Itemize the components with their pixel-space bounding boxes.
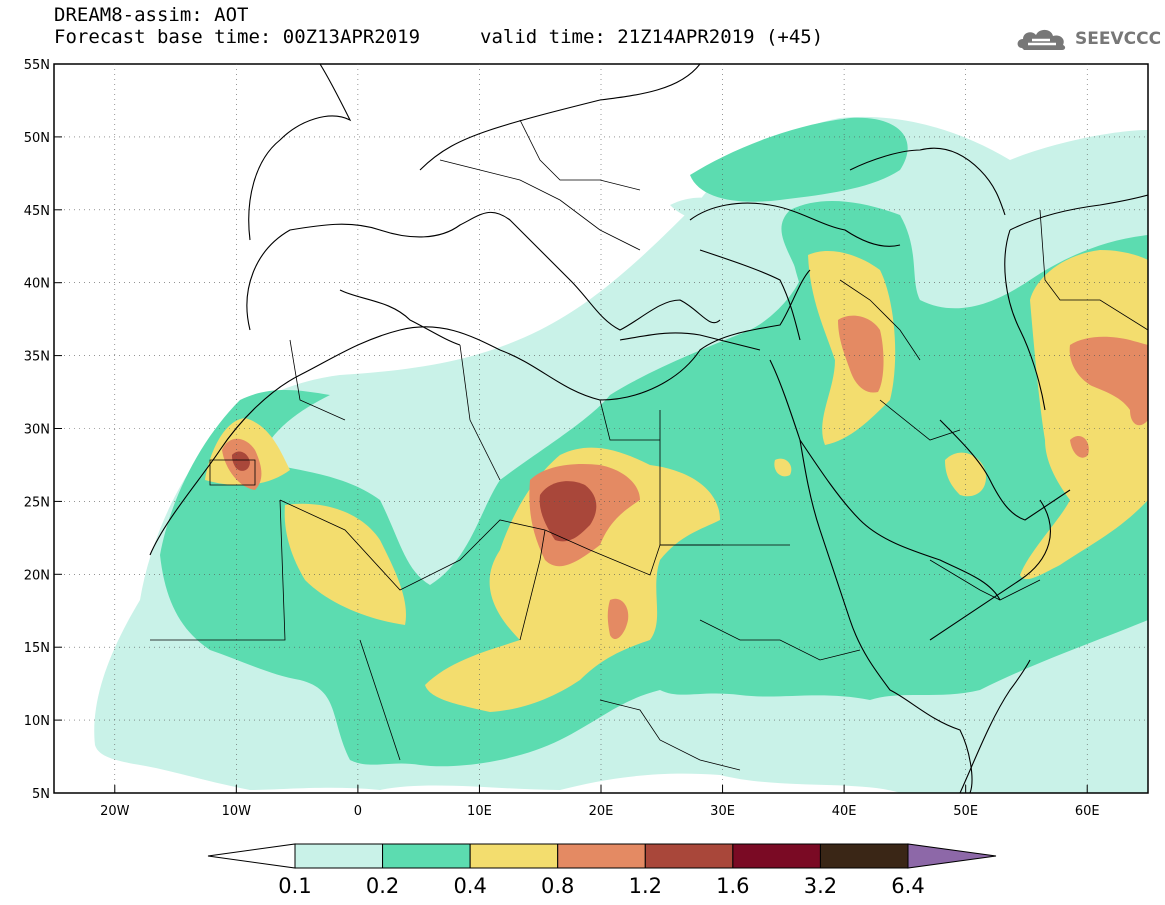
colorbar-cell <box>819 843 909 869</box>
lon-label: 20E <box>589 804 614 819</box>
lat-label: 5N <box>32 787 50 802</box>
colorbar-cell <box>382 843 471 869</box>
colorbar-upper-arrow <box>907 843 997 869</box>
lat-label: 40N <box>24 277 50 292</box>
latitude-labels: 55N 50N 45N 40N 35N 30N 25N 20N 15N 10N 5N <box>24 58 62 802</box>
colorbar-cell <box>557 843 646 869</box>
colorbar-label: 0.8 <box>541 874 574 898</box>
lat-label: 55N <box>24 58 50 73</box>
logo-text: SEEVCCC <box>1075 29 1162 49</box>
colorbar-cell <box>469 843 559 869</box>
valid-time: valid time: 21Z14APR2019 (+45) <box>480 26 824 48</box>
colorbar-cell <box>644 843 734 869</box>
colorbar: 0.1 0.2 0.4 0.8 1.2 1.6 3.2 6.4 <box>207 843 997 898</box>
lon-label: 30E <box>710 804 735 819</box>
aot-band-1.2-1.6 <box>232 451 597 542</box>
colorbar-label: 1.2 <box>629 874 662 898</box>
lat-label: 20N <box>24 568 50 583</box>
lat-label: 10N <box>24 714 50 729</box>
colorbar-label: 0.1 <box>278 874 311 898</box>
lat-label: 25N <box>24 495 50 510</box>
colorbar-cell <box>294 843 384 869</box>
lat-label: 30N <box>24 423 50 438</box>
colorbar-lower-arrow <box>207 843 296 869</box>
longitude-labels: 20W 10W 0 10E 20E 30E 40E 50E 60E <box>100 785 1100 819</box>
colorbar-label: 3.2 <box>804 874 837 898</box>
lon-label: 40E <box>832 804 857 819</box>
aot-field <box>94 116 1148 793</box>
colorbar-label: 0.4 <box>453 874 486 898</box>
lon-label: 50E <box>953 804 978 819</box>
lat-label: 50N <box>24 131 50 146</box>
lon-label: 10E <box>467 804 492 819</box>
forecast-base-time: Forecast base time: 00Z13APR2019 <box>54 26 421 48</box>
lon-label: 60E <box>1075 804 1100 819</box>
coastlines <box>149 64 1148 793</box>
lon-label: 20W <box>100 804 130 819</box>
colorbar-cell <box>732 843 821 869</box>
lat-label: 45N <box>24 204 50 219</box>
lat-label: 15N <box>24 641 50 656</box>
seevccc-logo: SEEVCCC <box>1016 22 1161 56</box>
lon-label: 10W <box>222 804 252 819</box>
colorbar-label: 1.6 <box>716 874 749 898</box>
cloud-logo-icon <box>1017 29 1066 50</box>
lon-label: 0 <box>354 804 362 819</box>
colorbar-label: 0.2 <box>366 874 399 898</box>
lat-label: 35N <box>24 350 50 365</box>
country-borders <box>150 119 1148 771</box>
map-title: DREAM8-assim: AOT <box>54 4 249 26</box>
colorbar-label: 6.4 <box>891 874 924 898</box>
